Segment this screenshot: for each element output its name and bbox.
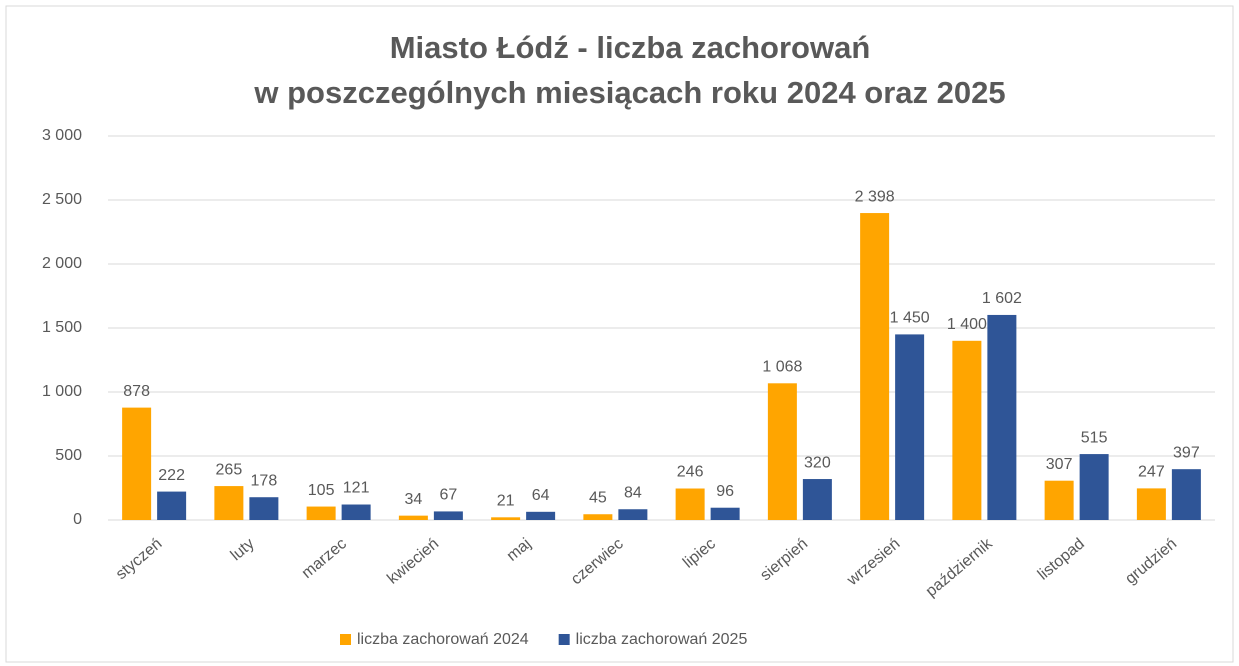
y-tick-label: 2 000 <box>42 255 82 272</box>
data-label: 320 <box>804 454 831 471</box>
data-label: 1 602 <box>982 290 1022 307</box>
data-label: 21 <box>497 493 515 510</box>
bar <box>491 517 521 520</box>
data-label: 515 <box>1081 429 1108 446</box>
y-tick-label: 0 <box>73 511 82 528</box>
legend-swatch <box>340 634 351 645</box>
y-tick-label: 1 000 <box>42 383 82 400</box>
data-label: 67 <box>439 487 457 504</box>
bar <box>341 504 371 520</box>
bar <box>157 491 187 520</box>
data-label: 1 450 <box>890 310 930 327</box>
y-tick-label: 1 500 <box>42 319 82 336</box>
chart-title: Miasto Łódź - liczba zachorowań <box>390 30 871 65</box>
chart-border <box>5 5 1234 663</box>
bar <box>860 213 890 520</box>
bar <box>214 486 244 520</box>
bar <box>1171 469 1201 520</box>
bar <box>1136 488 1166 520</box>
bar <box>583 514 613 520</box>
bar <box>675 488 705 520</box>
data-label: 247 <box>1138 464 1165 481</box>
bar <box>618 509 648 520</box>
bar <box>895 334 925 520</box>
data-label: 84 <box>624 484 642 501</box>
bar <box>1044 480 1074 520</box>
data-label: 397 <box>1173 444 1200 461</box>
data-label: 878 <box>123 383 150 400</box>
data-label: 2 398 <box>855 188 895 205</box>
bar <box>767 383 797 520</box>
data-label: 246 <box>677 464 704 481</box>
data-label: 1 400 <box>947 316 987 333</box>
bar <box>249 497 279 520</box>
data-label: 178 <box>251 472 278 489</box>
bar <box>526 511 556 520</box>
data-label: 34 <box>404 491 422 508</box>
data-label: 96 <box>716 483 734 500</box>
legend-swatch <box>558 634 570 645</box>
y-tick-label: 3 000 <box>42 127 82 144</box>
bar <box>398 515 428 520</box>
data-label: 307 <box>1046 456 1073 473</box>
bar <box>802 479 832 520</box>
data-label: 45 <box>589 489 607 506</box>
bar <box>306 506 336 520</box>
bar <box>1079 454 1109 520</box>
data-label: 222 <box>158 467 185 484</box>
bar <box>433 511 463 520</box>
bar <box>122 407 152 520</box>
data-label: 1 068 <box>762 359 802 376</box>
y-tick-label: 2 500 <box>42 191 82 208</box>
bar <box>710 507 740 520</box>
data-label: 64 <box>532 487 550 504</box>
bar <box>952 340 982 520</box>
legend-label: liczba zachorowań 2024 <box>357 631 529 648</box>
data-label: 121 <box>343 480 370 497</box>
data-label: 265 <box>216 461 243 478</box>
chart-title: w poszczególnych miesiącach roku 2024 or… <box>253 75 1005 110</box>
data-label: 105 <box>308 482 335 499</box>
y-tick-label: 500 <box>55 447 82 464</box>
legend-label: liczba zachorowań 2025 <box>576 631 748 648</box>
bar <box>987 314 1017 520</box>
